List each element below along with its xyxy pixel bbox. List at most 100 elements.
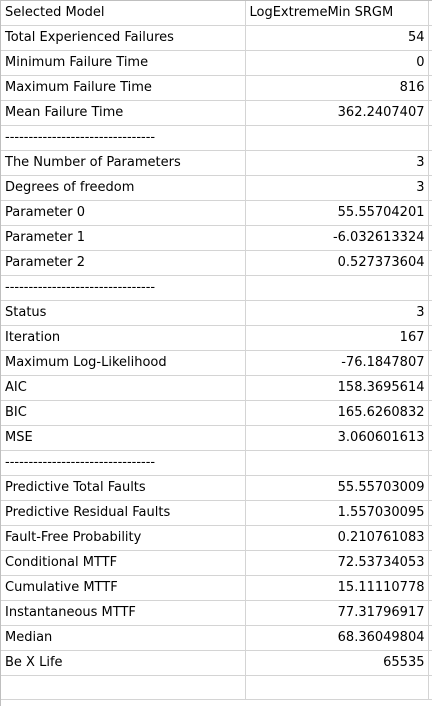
cell-edge[interactable]	[428, 625, 432, 651]
cell-edge[interactable]	[428, 150, 432, 176]
cell-value[interactable]: -76.1847807	[245, 350, 429, 376]
cell-label[interactable]: Iteration	[1, 325, 246, 351]
cell-edge[interactable]	[428, 575, 432, 601]
cell-edge[interactable]	[428, 400, 432, 426]
table-row: Parameter 0 55.55704201	[1, 200, 432, 226]
cell-value[interactable]: 3	[245, 175, 429, 201]
cell-edge[interactable]	[428, 300, 432, 326]
cell-label[interactable]: Parameter 2	[1, 250, 246, 276]
cell-label[interactable]	[1, 675, 246, 700]
cell-edge[interactable]	[428, 250, 432, 276]
cell-label[interactable]: Degrees of freedom	[1, 175, 246, 201]
cell-edge[interactable]	[428, 675, 432, 700]
cell-value[interactable]: 0.527373604	[245, 250, 429, 276]
cell-label[interactable]: Conditional MTTF	[1, 550, 246, 576]
cell-value[interactable]: 54	[245, 25, 429, 51]
cell-value[interactable]: 0.210761083	[245, 525, 429, 551]
cell-label[interactable]: Maximum Log-Likelihood	[1, 350, 246, 376]
cell-label[interactable]: Selected Model	[1, 1, 246, 26]
cell-value[interactable]: 55.55704201	[245, 200, 429, 226]
cell-value[interactable]: 362.2407407	[245, 100, 429, 126]
cell-value[interactable]: 3.060601613	[245, 425, 429, 451]
cell-value[interactable]: 15.11110778	[245, 575, 429, 601]
cell-value[interactable]: 77.31796917	[245, 600, 429, 626]
cell-label[interactable]: Total Experienced Failures	[1, 25, 246, 51]
cell-label[interactable]: Median	[1, 625, 246, 651]
cell-edge[interactable]	[428, 75, 432, 101]
cell-edge[interactable]	[428, 200, 432, 226]
table-row: Be X Life 65535	[1, 650, 432, 676]
cell-label[interactable]: AIC	[1, 375, 246, 401]
cell-value[interactable]: 158.3695614	[245, 375, 429, 401]
cell-label[interactable]: Parameter 0	[1, 200, 246, 226]
cell-label[interactable]: The Number of Parameters	[1, 150, 246, 176]
cell-value[interactable]: 165.6260832	[245, 400, 429, 426]
cell-edge[interactable]	[428, 25, 432, 51]
cell-edge[interactable]	[428, 550, 432, 576]
cell-edge[interactable]	[428, 175, 432, 201]
cell-label[interactable]: Cumulative MTTF	[1, 575, 246, 601]
cell-edge[interactable]	[428, 375, 432, 401]
cell-value[interactable]: 68.36049804	[245, 625, 429, 651]
cell-value[interactable]: 816	[245, 75, 429, 101]
table-row: Status 3	[1, 300, 432, 326]
cell-label[interactable]: --------------------------------	[1, 125, 246, 151]
cell-edge[interactable]	[428, 525, 432, 551]
table-row: Predictive Total Faults 55.55703009	[1, 475, 432, 501]
cell-label[interactable]: Mean Failure Time	[1, 100, 246, 126]
cell-value[interactable]	[245, 275, 429, 301]
cell-value[interactable]: LogExtremeMin SRGM	[245, 1, 429, 26]
cell-label[interactable]: Predictive Residual Faults	[1, 500, 246, 526]
cell-label[interactable]: Predictive Total Faults	[1, 475, 246, 501]
cell-value[interactable]: 72.53734053	[245, 550, 429, 576]
cell-edge[interactable]	[428, 125, 432, 151]
cell-edge[interactable]	[428, 1, 432, 26]
cell-edge[interactable]	[428, 500, 432, 526]
cell-label[interactable]: Fault-Free Probability	[1, 525, 246, 551]
cell-value[interactable]	[245, 450, 429, 476]
cell-value[interactable]: -6.032613324	[245, 225, 429, 251]
cell-edge[interactable]	[428, 650, 432, 676]
cell-edge[interactable]	[428, 325, 432, 351]
cell-edge[interactable]	[428, 450, 432, 476]
cell-value[interactable]: 65535	[245, 650, 429, 676]
cell-label[interactable]: --------------------------------	[1, 450, 246, 476]
cell-value[interactable]: 3	[245, 150, 429, 176]
table-row: Conditional MTTF 72.53734053	[1, 550, 432, 576]
cell-value[interactable]	[245, 675, 429, 700]
table-row: Degrees of freedom 3	[1, 175, 432, 201]
table-row	[1, 675, 432, 700]
table-row: --------------------------------	[1, 450, 432, 476]
cell-edge[interactable]	[428, 475, 432, 501]
cell-label[interactable]: BIC	[1, 400, 246, 426]
cell-edge[interactable]	[428, 425, 432, 451]
cell-label[interactable]: Be X Life	[1, 650, 246, 676]
cell-edge[interactable]	[428, 100, 432, 126]
cell-label[interactable]: Status	[1, 300, 246, 326]
cell-value[interactable]: 55.55703009	[245, 475, 429, 501]
table-row: Minimum Failure Time 0	[1, 50, 432, 76]
cell-edge[interactable]	[428, 50, 432, 76]
cell-label[interactable]: Maximum Failure Time	[1, 75, 246, 101]
cell-edge[interactable]	[428, 600, 432, 626]
cell-label[interactable]: Parameter 1	[1, 225, 246, 251]
cell-value[interactable]	[245, 125, 429, 151]
cell-label[interactable]: Instantaneous MTTF	[1, 600, 246, 626]
table-row: Predictive Residual Faults 1.557030095	[1, 500, 432, 526]
cell-value[interactable]: 3	[245, 300, 429, 326]
table-row: Maximum Failure Time 816	[1, 75, 432, 101]
cell-edge[interactable]	[428, 275, 432, 301]
cell-value[interactable]: 0	[245, 50, 429, 76]
cell-value[interactable]: 167	[245, 325, 429, 351]
cell-edge[interactable]	[428, 350, 432, 376]
cell-label[interactable]: MSE	[1, 425, 246, 451]
table-row: Total Experienced Failures 54	[1, 25, 432, 51]
cell-value[interactable]: 1.557030095	[245, 500, 429, 526]
cell-label[interactable]: Minimum Failure Time	[1, 50, 246, 76]
table-row: AIC 158.3695614	[1, 375, 432, 401]
table-row: BIC 165.6260832	[1, 400, 432, 426]
cell-edge[interactable]	[428, 225, 432, 251]
cell-label[interactable]: --------------------------------	[1, 275, 246, 301]
